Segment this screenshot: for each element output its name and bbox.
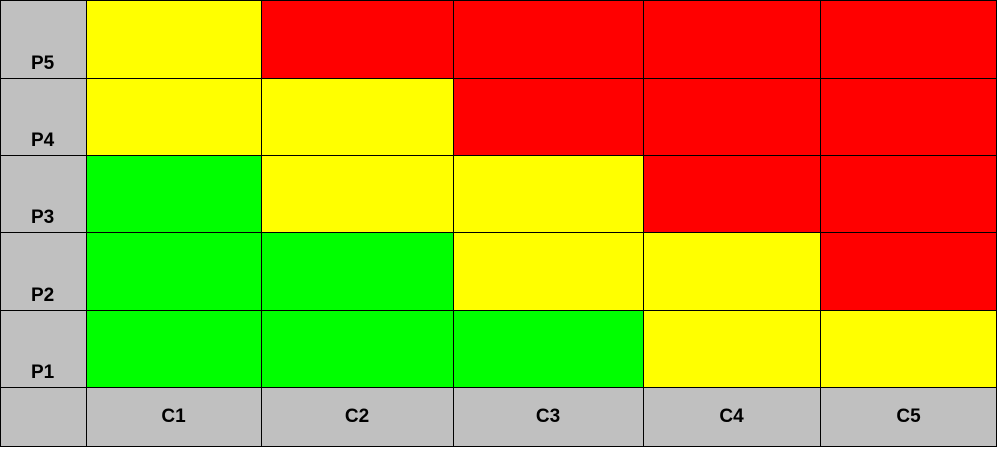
cell-p3-c1 (86, 155, 261, 232)
cell-p5-c2 (261, 0, 453, 78)
grid-line-horizontal (0, 446, 997, 447)
grid-line-vertical (261, 0, 262, 446)
cell-p3-c3 (453, 155, 643, 232)
cell-p3-c2 (261, 155, 453, 232)
cell-p5-c3 (453, 0, 643, 78)
grid-line-horizontal (0, 155, 997, 156)
cell-p3-c5 (820, 155, 997, 232)
cell-p4-c1 (86, 78, 261, 155)
cell-p4-c2 (261, 78, 453, 155)
cell-p2-c1 (86, 232, 261, 310)
cell-p2-c3 (453, 232, 643, 310)
cell-p4-c5 (820, 78, 997, 155)
row-label-p3: P3 (0, 155, 86, 232)
cell-p5-c4 (643, 0, 820, 78)
cell-p5-c1 (86, 0, 261, 78)
grid-line-vertical (453, 0, 454, 446)
row-label-p5: P5 (0, 0, 86, 78)
corner-cell (0, 387, 86, 446)
cell-p1-c5 (820, 310, 997, 387)
cell-p4-c3 (453, 78, 643, 155)
column-label-c4: C4 (643, 387, 820, 446)
grid-line-vertical (0, 0, 1, 446)
row-label-p2: P2 (0, 232, 86, 310)
grid-line-horizontal (0, 387, 997, 388)
cell-p1-c4 (643, 310, 820, 387)
column-label-c1: C1 (86, 387, 261, 446)
grid-line-horizontal (0, 310, 997, 311)
grid-line-horizontal (0, 0, 997, 1)
grid-line-horizontal (0, 78, 997, 79)
column-label-c2: C2 (261, 387, 453, 446)
column-label-c5: C5 (820, 387, 997, 446)
cell-p2-c5 (820, 232, 997, 310)
cell-p1-c2 (261, 310, 453, 387)
grid-line-horizontal (0, 232, 997, 233)
cell-p2-c4 (643, 232, 820, 310)
cell-p1-c1 (86, 310, 261, 387)
grid-line-vertical (86, 0, 87, 446)
grid-line-vertical (643, 0, 644, 446)
cell-p3-c4 (643, 155, 820, 232)
row-label-p4: P4 (0, 78, 86, 155)
cell-p2-c2 (261, 232, 453, 310)
grid-line-vertical (820, 0, 821, 446)
column-label-c3: C3 (453, 387, 643, 446)
cell-p1-c3 (453, 310, 643, 387)
cell-p4-c4 (643, 78, 820, 155)
row-label-p1: P1 (0, 310, 86, 387)
cell-p5-c5 (820, 0, 997, 78)
